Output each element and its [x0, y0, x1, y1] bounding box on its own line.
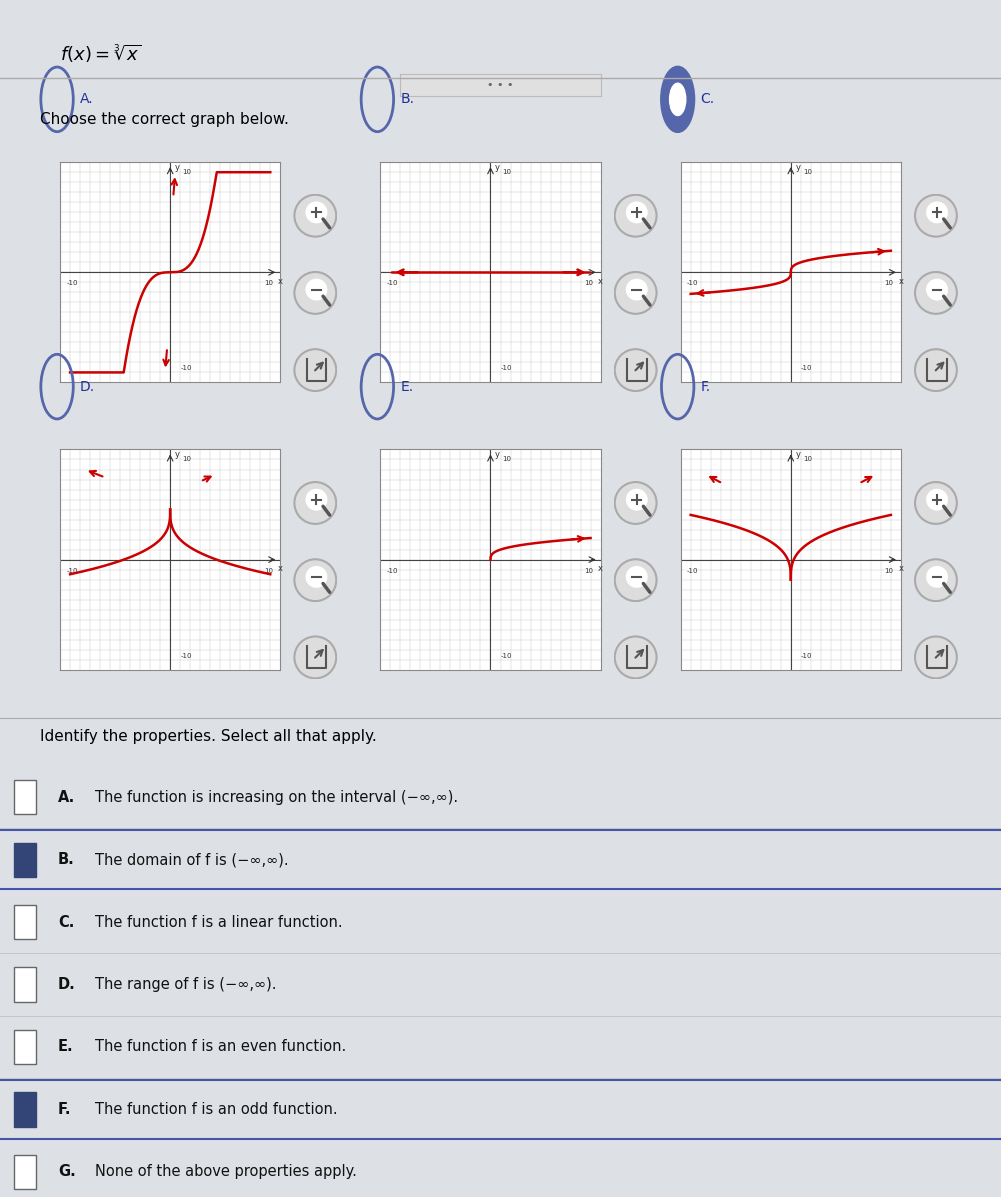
- Circle shape: [294, 350, 336, 391]
- Text: y: y: [175, 450, 179, 458]
- Circle shape: [615, 350, 657, 391]
- Circle shape: [294, 637, 336, 679]
- Text: C.: C.: [58, 915, 74, 930]
- Text: Choose the correct graph below.: Choose the correct graph below.: [40, 113, 289, 127]
- Circle shape: [627, 490, 647, 510]
- FancyBboxPatch shape: [14, 780, 36, 814]
- Text: 10: 10: [585, 280, 593, 286]
- Text: 10: 10: [885, 567, 893, 573]
- Circle shape: [615, 195, 657, 237]
- Circle shape: [927, 567, 947, 587]
- Circle shape: [627, 202, 647, 223]
- Circle shape: [294, 272, 336, 314]
- Text: A.: A.: [80, 92, 94, 107]
- Text: -10: -10: [386, 280, 398, 286]
- Text: F.: F.: [701, 379, 711, 394]
- Text: 10: 10: [264, 280, 272, 286]
- FancyBboxPatch shape: [14, 1155, 36, 1189]
- Text: 10: 10: [182, 169, 191, 175]
- Text: None of the above properties apply.: None of the above properties apply.: [95, 1165, 357, 1179]
- Text: -10: -10: [801, 652, 812, 658]
- Text: x: x: [899, 277, 903, 286]
- Text: x: x: [278, 564, 282, 573]
- Text: 10: 10: [503, 456, 512, 462]
- Text: F.: F.: [58, 1102, 71, 1117]
- Circle shape: [615, 559, 657, 601]
- Text: -10: -10: [66, 280, 78, 286]
- Text: -10: -10: [801, 365, 812, 371]
- Circle shape: [615, 637, 657, 679]
- Text: -10: -10: [386, 567, 398, 573]
- Text: 10: 10: [803, 169, 812, 175]
- Text: y: y: [796, 163, 800, 171]
- Text: -10: -10: [180, 652, 191, 658]
- Circle shape: [306, 567, 326, 587]
- Text: E.: E.: [58, 1039, 74, 1055]
- Text: y: y: [796, 450, 800, 458]
- Text: E.: E.: [400, 379, 413, 394]
- Text: y: y: [495, 450, 499, 458]
- Text: x: x: [278, 277, 282, 286]
- Circle shape: [915, 482, 957, 524]
- Text: The domain of f is (−∞,∞).: The domain of f is (−∞,∞).: [95, 852, 288, 867]
- FancyBboxPatch shape: [14, 843, 36, 877]
- Circle shape: [915, 637, 957, 679]
- Text: 10: 10: [885, 280, 893, 286]
- Text: D.: D.: [58, 977, 76, 992]
- Text: The function f is a linear function.: The function f is a linear function.: [95, 915, 342, 930]
- Circle shape: [615, 482, 657, 524]
- Text: The function f is an odd function.: The function f is an odd function.: [95, 1102, 337, 1117]
- Circle shape: [927, 202, 947, 223]
- Circle shape: [294, 195, 336, 237]
- Circle shape: [615, 272, 657, 314]
- Text: C.: C.: [701, 92, 715, 107]
- Text: x: x: [599, 564, 603, 573]
- Text: y: y: [175, 163, 179, 171]
- Circle shape: [627, 567, 647, 587]
- Text: $f(x) = \sqrt[3]{x}$: $f(x) = \sqrt[3]{x}$: [60, 43, 142, 65]
- Circle shape: [915, 559, 957, 601]
- Text: D.: D.: [80, 379, 95, 394]
- Text: -10: -10: [687, 567, 699, 573]
- Text: 10: 10: [585, 567, 593, 573]
- Text: x: x: [899, 564, 903, 573]
- Circle shape: [662, 67, 694, 132]
- Text: Identify the properties. Select all that apply.: Identify the properties. Select all that…: [40, 729, 376, 743]
- Circle shape: [915, 350, 957, 391]
- Text: x: x: [599, 277, 603, 286]
- FancyBboxPatch shape: [14, 967, 36, 1002]
- FancyBboxPatch shape: [14, 905, 36, 940]
- Text: 10: 10: [182, 456, 191, 462]
- Circle shape: [306, 202, 326, 223]
- FancyBboxPatch shape: [14, 1029, 36, 1064]
- Text: y: y: [495, 163, 499, 171]
- Circle shape: [294, 559, 336, 601]
- Text: The function is increasing on the interval (−∞,∞).: The function is increasing on the interv…: [95, 790, 458, 804]
- Text: B.: B.: [400, 92, 414, 107]
- Circle shape: [306, 280, 326, 299]
- Text: A.: A.: [58, 790, 75, 804]
- FancyBboxPatch shape: [14, 1092, 36, 1126]
- Text: -10: -10: [66, 567, 78, 573]
- Text: 10: 10: [503, 169, 512, 175]
- Text: -10: -10: [500, 365, 512, 371]
- Text: 10: 10: [803, 456, 812, 462]
- Text: 10: 10: [264, 567, 272, 573]
- Circle shape: [927, 490, 947, 510]
- Circle shape: [627, 280, 647, 299]
- Circle shape: [915, 195, 957, 237]
- Circle shape: [915, 272, 957, 314]
- Text: -10: -10: [500, 652, 512, 658]
- Text: B.: B.: [58, 852, 75, 867]
- Circle shape: [306, 490, 326, 510]
- Text: The function f is an even function.: The function f is an even function.: [95, 1039, 346, 1055]
- Circle shape: [670, 84, 686, 116]
- Text: The range of f is (−∞,∞).: The range of f is (−∞,∞).: [95, 977, 276, 992]
- Text: -10: -10: [180, 365, 191, 371]
- Text: -10: -10: [687, 280, 699, 286]
- Text: G.: G.: [58, 1165, 76, 1179]
- Circle shape: [927, 280, 947, 299]
- Circle shape: [294, 482, 336, 524]
- Text: • • •: • • •: [487, 80, 514, 90]
